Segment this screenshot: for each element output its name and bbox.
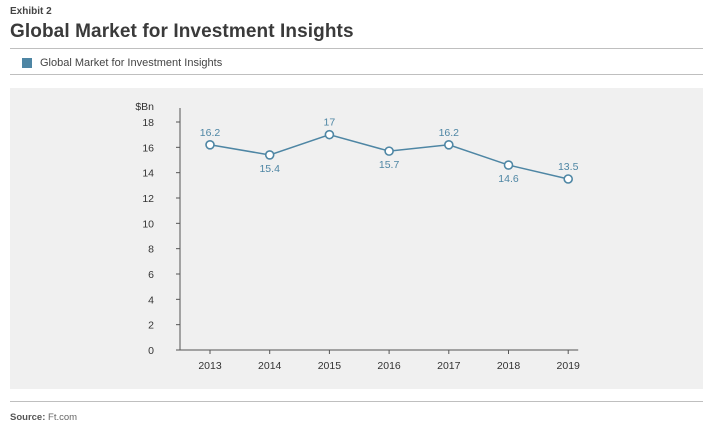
y-tick-label: 12 (142, 193, 154, 205)
x-tick-label: 2018 (497, 360, 521, 372)
data-point (563, 174, 574, 184)
data-point (324, 129, 335, 140)
data-label: 16.2 (439, 127, 460, 139)
legend-swatch (22, 58, 32, 68)
data-label: 16.2 (200, 127, 221, 139)
exhibit-number: Exhibit 2 (10, 6, 52, 17)
y-tick-label: 0 (148, 345, 154, 357)
source-note: Source: Ft.com (10, 412, 77, 423)
source-label: Source: (10, 412, 46, 423)
y-tick-label: 8 (148, 244, 154, 256)
x-tick-label: 2019 (557, 360, 581, 372)
y-tick-label: 6 (148, 269, 154, 281)
y-tick-label: 14 (142, 168, 154, 180)
data-label: 14.6 (498, 173, 519, 185)
data-label: 15.7 (379, 159, 400, 171)
legend-divider (10, 74, 703, 75)
data-label: 15.4 (259, 163, 280, 175)
x-tick-label: 2013 (198, 360, 222, 372)
data-point (384, 146, 394, 156)
x-tick-label: 2015 (318, 360, 342, 372)
x-tick-label: 2014 (258, 360, 282, 372)
y-axis-label: $Bn (135, 101, 154, 113)
title-divider (10, 48, 703, 49)
y-tick-label: 10 (142, 218, 154, 230)
plot-background (10, 88, 703, 389)
data-point (205, 140, 215, 150)
footer-divider (10, 401, 703, 402)
data-point (443, 140, 454, 150)
chart-legend: Global Market for Investment Insights (22, 57, 222, 69)
source-value: Ft.com (48, 412, 78, 423)
x-tick-label: 2017 (437, 360, 461, 372)
y-tick-label: 18 (142, 117, 154, 129)
legend-label: Global Market for Investment Insights (40, 57, 223, 69)
x-tick-label: 2016 (377, 360, 401, 372)
data-label: 17 (324, 117, 336, 129)
page-title: Global Market for Investment Insights (10, 21, 354, 42)
data-label: 13.5 (558, 161, 579, 173)
y-tick-label: 2 (148, 320, 154, 332)
y-tick-label: 16 (142, 142, 154, 154)
data-point (503, 160, 514, 170)
data-point (264, 150, 275, 160)
y-tick-label: 4 (148, 294, 154, 306)
